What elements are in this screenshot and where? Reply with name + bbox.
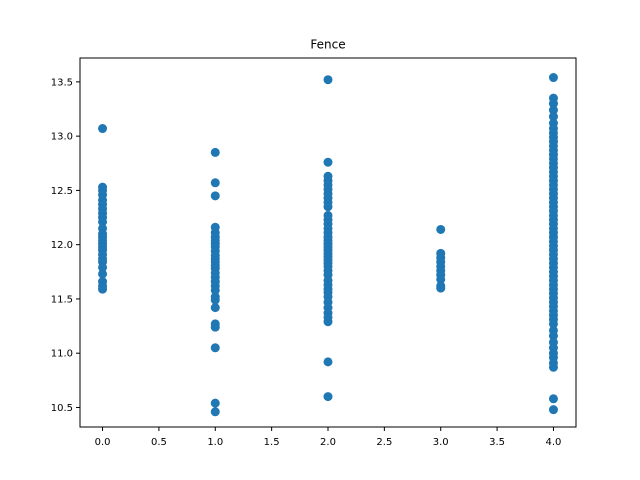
scatter-point bbox=[548, 394, 558, 404]
x-tick-label: 2.5 bbox=[376, 437, 392, 448]
scatter-point bbox=[210, 285, 220, 295]
scatter-point bbox=[548, 405, 558, 415]
x-tick-label: 3.0 bbox=[433, 437, 449, 448]
scatter-point bbox=[98, 269, 108, 279]
scatter-point bbox=[210, 343, 220, 353]
x-tick-label: 1.5 bbox=[264, 437, 280, 448]
y-tick-label: 12.0 bbox=[51, 240, 73, 251]
scatter-point bbox=[548, 362, 558, 372]
y-tick-label: 10.5 bbox=[51, 403, 73, 414]
y-tick-label: 12.5 bbox=[51, 186, 73, 197]
y-tick-label: 13.5 bbox=[51, 77, 73, 88]
scatter-point bbox=[436, 283, 446, 293]
scatter-point bbox=[210, 322, 220, 332]
scatter-point bbox=[323, 157, 333, 167]
scatter-point bbox=[98, 124, 108, 134]
chart-title: Fence bbox=[310, 38, 345, 52]
scatter-point bbox=[548, 105, 558, 115]
scatter-point bbox=[548, 99, 558, 109]
x-tick-label: 2.0 bbox=[320, 437, 336, 448]
scatter-point bbox=[210, 303, 220, 313]
scatter-point bbox=[436, 224, 446, 234]
scatter-point bbox=[548, 73, 558, 83]
scatter-point bbox=[98, 284, 108, 294]
scatter-point bbox=[98, 262, 108, 272]
scatter-point bbox=[323, 392, 333, 402]
scatter-point bbox=[210, 398, 220, 408]
x-tick-label: 0.5 bbox=[151, 437, 167, 448]
x-tick-label: 3.5 bbox=[489, 437, 505, 448]
x-tick-label: 0.0 bbox=[95, 437, 111, 448]
scatter-point bbox=[323, 317, 333, 327]
data-points bbox=[98, 73, 558, 417]
scatter-point bbox=[98, 217, 108, 227]
y-tick-label: 11.5 bbox=[51, 294, 73, 305]
scatter-point bbox=[323, 75, 333, 85]
x-tick-label: 1.0 bbox=[207, 437, 223, 448]
y-axis: 10.5 11.0 11.5 12.0 12.5 13.0 13.5 bbox=[51, 77, 80, 414]
scatter-point bbox=[210, 295, 220, 305]
scatter-point bbox=[210, 191, 220, 201]
scatter-point bbox=[210, 147, 220, 157]
y-tick-label: 13.0 bbox=[51, 132, 73, 143]
scatter-point bbox=[210, 178, 220, 188]
scatter-point bbox=[436, 274, 446, 284]
scatter-point bbox=[548, 331, 558, 341]
x-axis: 0.0 0.5 1.0 1.5 2.0 2.5 3.0 3.5 4.0 bbox=[95, 427, 562, 448]
x-tick-label: 4.0 bbox=[546, 437, 562, 448]
scatter-point bbox=[548, 319, 558, 329]
y-tick-label: 11.0 bbox=[51, 349, 73, 360]
scatter-point bbox=[323, 357, 333, 367]
scatter-point bbox=[210, 407, 220, 417]
scatter-point bbox=[548, 112, 558, 122]
scatter-point bbox=[323, 202, 333, 212]
